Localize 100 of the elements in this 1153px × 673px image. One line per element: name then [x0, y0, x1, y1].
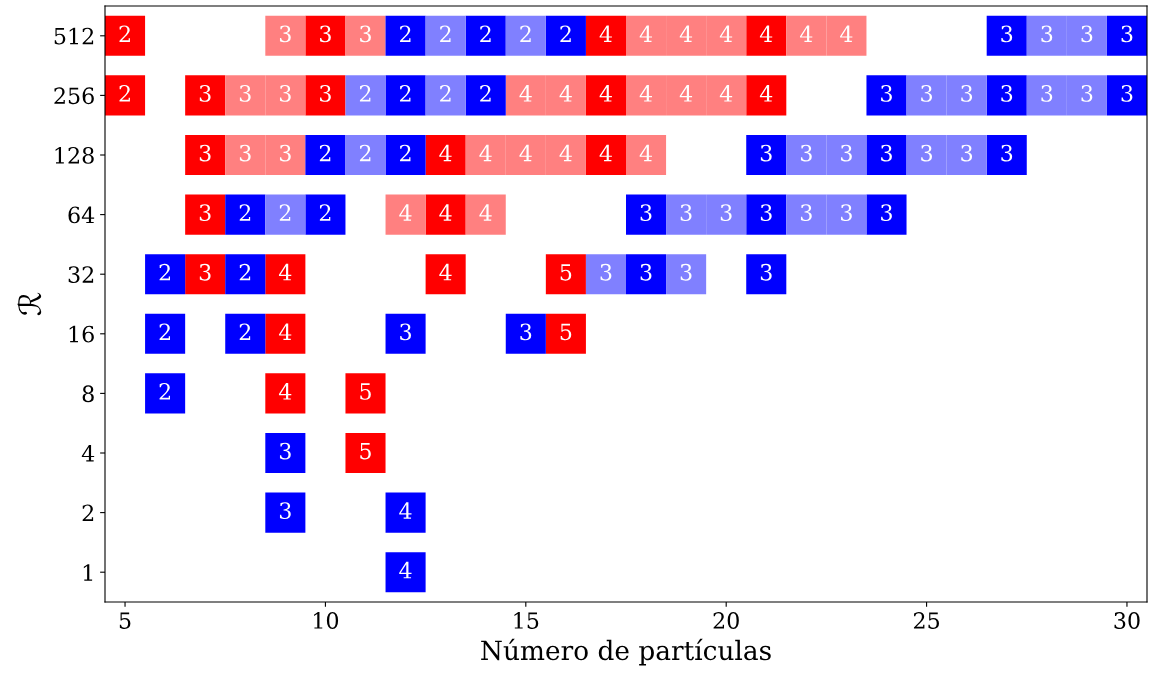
y-tick-label: 128 [55, 146, 94, 164]
annotation: 3 [199, 263, 211, 281]
annotation: 4 [639, 85, 652, 102]
annotation: 3 [640, 263, 652, 281]
annotation: 3 [1041, 85, 1053, 102]
annotation: 2 [440, 85, 451, 102]
annotation: 2 [239, 323, 251, 340]
annotation: 3 [520, 323, 532, 341]
annotation: 4 [479, 204, 492, 221]
x-tick-label: 20 [713, 612, 739, 629]
annotation: 3 [841, 204, 852, 222]
annotation: 2 [159, 323, 170, 340]
annotation: 3 [320, 85, 331, 102]
annotation: 2 [400, 25, 411, 42]
annotation: 4 [679, 25, 693, 42]
annotation: 4 [679, 85, 693, 102]
annotation: 3 [239, 85, 251, 102]
annotation: 4 [278, 383, 292, 400]
annotation: 3 [760, 144, 772, 162]
annotation: 3 [279, 442, 291, 460]
annotation: 2 [239, 204, 251, 221]
y-tick-label: 4 [81, 444, 95, 462]
annotation: 3 [199, 144, 211, 162]
annotation: 4 [719, 25, 733, 42]
annotation: 2 [520, 25, 531, 42]
annotation: 2 [359, 85, 371, 102]
annotation: 4 [519, 144, 532, 162]
annotation: 3 [1081, 25, 1093, 43]
y-tick-label: 64 [68, 206, 95, 224]
annotation: 3 [1121, 25, 1133, 43]
annotation: 3 [800, 144, 812, 162]
annotation: 2 [400, 85, 411, 102]
annotation: 4 [759, 85, 773, 102]
annotation: 3 [1121, 85, 1133, 102]
annotation: 3 [1001, 144, 1013, 162]
annotation: 2 [159, 383, 170, 400]
y-tick-label: 512 [54, 27, 94, 45]
y-tick-label: 256 [54, 87, 94, 105]
annotation: 2 [319, 144, 331, 162]
x-axis-title: Número de partículas [481, 638, 771, 666]
annotation: 3 [881, 85, 892, 102]
annotation: 4 [639, 25, 652, 42]
annotation: 2 [159, 263, 170, 281]
annotation: 3 [1001, 25, 1013, 43]
y-axis-title: ℛ [17, 292, 42, 316]
annotation: 2 [480, 25, 491, 42]
annotation: 5 [360, 383, 371, 400]
annotation: 4 [559, 144, 572, 162]
annotation: 2 [319, 204, 331, 221]
annotation: 3 [279, 85, 291, 102]
annotation: 4 [840, 25, 853, 42]
annotation: 2 [440, 25, 451, 42]
annotation: 4 [439, 144, 452, 162]
annotation: 3 [1001, 85, 1013, 102]
x-tick-label: 25 [913, 612, 939, 629]
annotation: 3 [720, 204, 732, 222]
annotation: 4 [519, 85, 532, 102]
annotation: 4 [399, 502, 412, 519]
annotation: 4 [719, 85, 733, 102]
x-tick-label: 15 [514, 612, 539, 629]
annotation: 3 [279, 144, 291, 162]
annotation: 4 [278, 263, 292, 281]
annotation: 4 [599, 85, 612, 102]
annotation: 4 [399, 204, 412, 221]
annotation: 4 [399, 561, 412, 579]
annotation: 2 [400, 144, 411, 162]
annotation: 5 [360, 442, 371, 460]
annotation: 3 [961, 144, 973, 162]
y-tick-label: 16 [69, 325, 94, 343]
annotation: 2 [119, 85, 130, 102]
annotation: 3 [841, 144, 852, 162]
x-tick-label: 10 [314, 612, 339, 629]
annotation: 2 [359, 144, 371, 162]
annotation: 3 [400, 323, 411, 341]
annotation: 4 [599, 25, 612, 42]
annotation: 4 [278, 323, 292, 340]
annotation: 3 [600, 263, 612, 281]
annotation: 3 [1081, 85, 1093, 102]
annotation: 3 [881, 144, 892, 162]
annotation: 4 [479, 144, 492, 162]
annotation: 2 [119, 25, 130, 42]
annotation: 3 [279, 502, 291, 520]
annotation: 3 [680, 263, 692, 281]
y-tick-label: 32 [68, 266, 94, 283]
annotation: 3 [640, 204, 652, 222]
annotation: 3 [1041, 25, 1053, 43]
annotation: 3 [680, 204, 692, 222]
annotation: 5 [560, 264, 572, 281]
x-tick-label: 30 [1114, 612, 1140, 629]
annotation: 4 [759, 25, 773, 42]
annotation: 3 [760, 263, 772, 281]
annotation: 3 [279, 25, 291, 43]
annotation: 3 [760, 204, 772, 222]
annotation: 3 [800, 204, 812, 222]
annotation: 2 [239, 263, 251, 281]
annotation: 2 [560, 25, 571, 42]
annotation: 3 [921, 144, 932, 162]
annotation: 3 [199, 85, 211, 102]
y-tick-label: 2 [82, 504, 94, 522]
annotation: 4 [559, 85, 572, 102]
